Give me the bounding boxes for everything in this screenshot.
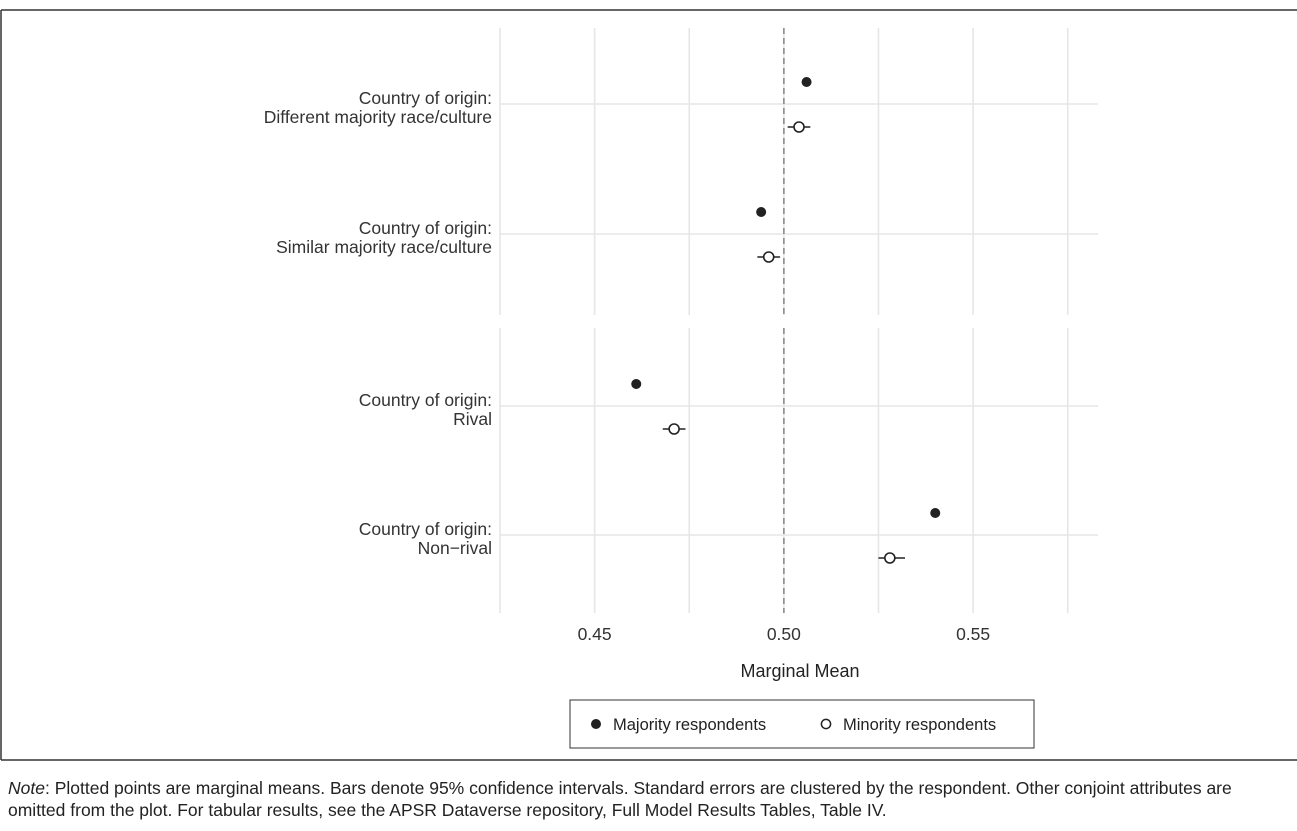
- legend-box: [569, 699, 1035, 749]
- legend-majority-label: Majority respondents: [613, 716, 766, 734]
- panel-race-culture: [499, 28, 1098, 315]
- category-labels: Country of origin:Different majority rac…: [264, 88, 492, 558]
- category-label-line1: Country of origin:: [359, 519, 492, 539]
- majority-point: [631, 379, 642, 389]
- minority-point: [884, 552, 896, 564]
- minority-point: [668, 423, 680, 435]
- x-tick-labels: 0.45 0.50 0.55: [578, 624, 991, 644]
- x-axis-title: Marginal Mean: [740, 661, 859, 681]
- category-label-line1: Country of origin:: [359, 218, 492, 238]
- legend: Majority respondents Minority respondent…: [569, 699, 1035, 749]
- majority-point: [756, 207, 767, 217]
- chart-marks: [631, 77, 941, 564]
- minority-point: [793, 121, 805, 133]
- note-text: : Plotted points are marginal means. Bar…: [8, 778, 1232, 820]
- x-tick-label: 0.45: [578, 624, 612, 644]
- x-tick-label: 0.50: [767, 624, 801, 644]
- category-label-line2: Rival: [453, 409, 492, 429]
- category-label-line2: Different majority race/culture: [264, 107, 492, 127]
- figure-note: Note: Plotted points are marginal means.…: [8, 777, 1290, 821]
- category-label-line1: Country of origin:: [359, 88, 492, 108]
- category-label-line2: Non−rival: [418, 538, 492, 558]
- panel-rivalry: [499, 328, 1098, 613]
- category-label-line1: Country of origin:: [359, 390, 492, 410]
- x-tick-label: 0.55: [956, 624, 990, 644]
- note-prefix: Note: [8, 778, 45, 798]
- majority-point: [801, 77, 812, 87]
- legend-minority-label: Minority respondents: [843, 716, 996, 734]
- legend-filled-marker: [591, 719, 601, 729]
- legend-open-marker: [820, 718, 832, 730]
- category-label-line2: Similar majority race/culture: [276, 237, 492, 257]
- majority-point: [930, 508, 941, 518]
- minority-point: [762, 251, 775, 263]
